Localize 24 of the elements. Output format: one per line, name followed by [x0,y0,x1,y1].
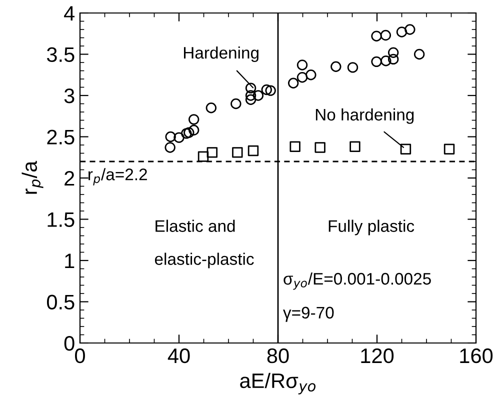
x-axis-title: aE/Rσ$_{yo}$ [240,372,316,394]
x-tick-label: 40 [168,348,190,364]
y-tick-label: 3.5 [46,47,74,62]
annotation: Fully plastic [328,220,414,236]
y-tick-label: 3 [64,88,74,104]
y-tick-label: 2.5 [47,130,74,145]
annotation: Hardening [184,46,258,62]
y-tick-label: 0.5 [46,294,74,310]
x-tick-label: 160 [460,348,493,364]
ref-line-label: r$_{p}$/a=2.2 [88,168,147,186]
y-axis-title: r$_{p}$/a [22,160,44,194]
annotation: elastic-plastic [154,252,254,268]
annotation: Elastic and [156,220,235,232]
y-tick-label: 0 [64,336,74,351]
x-tick-label: 0 [75,348,85,364]
x-tick-label: 80 [267,348,289,364]
annotation: γ=9-70 [283,306,334,322]
y-tick-label: 1.5 [48,212,74,228]
x-tick-label: 120 [361,348,394,364]
annotation: No hardening [316,108,414,124]
annotation: σ$_{yo}$/E=0.001-0.0025 [284,272,431,290]
y-tick-label: 1 [65,254,74,268]
y-tick-label: 2 [64,171,74,186]
y-tick-label: 4 [64,6,75,21]
